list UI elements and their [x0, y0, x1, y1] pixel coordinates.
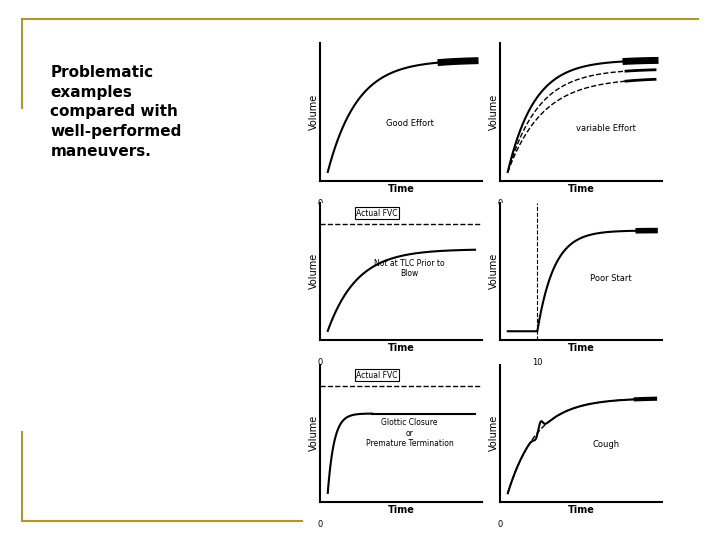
Y-axis label: Volume: Volume — [489, 415, 499, 451]
Text: Good Effort: Good Effort — [386, 119, 433, 127]
Text: Actual FVC: Actual FVC — [356, 208, 398, 218]
Text: Not at TLC Prior to
Blow: Not at TLC Prior to Blow — [374, 259, 445, 278]
Y-axis label: Volume: Volume — [489, 253, 499, 289]
X-axis label: Time: Time — [568, 184, 595, 194]
Y-axis label: Volume: Volume — [309, 415, 319, 451]
Text: Problematic
examples
compared with
well-performed
maneuvers.: Problematic examples compared with well-… — [50, 65, 181, 159]
X-axis label: Time: Time — [568, 343, 595, 353]
Text: 0: 0 — [318, 520, 323, 529]
Text: 0: 0 — [318, 199, 323, 208]
Y-axis label: Volume: Volume — [489, 94, 499, 130]
X-axis label: Time: Time — [388, 505, 415, 515]
Text: 0: 0 — [318, 358, 323, 367]
Text: 0: 0 — [498, 520, 503, 529]
Text: 0: 0 — [498, 199, 503, 208]
Text: variable Effort: variable Effort — [576, 124, 636, 133]
Text: Glottic Closure
or
Premature Termination: Glottic Closure or Premature Termination — [366, 418, 454, 448]
X-axis label: Time: Time — [568, 505, 595, 515]
X-axis label: Time: Time — [388, 343, 415, 353]
Y-axis label: Volume: Volume — [309, 253, 319, 289]
Text: Cough: Cough — [592, 440, 619, 449]
Text: Actual FVC: Actual FVC — [356, 370, 398, 380]
Y-axis label: Volume: Volume — [309, 94, 319, 130]
Text: Poor Start: Poor Start — [590, 274, 631, 283]
Text: 10: 10 — [532, 358, 543, 367]
X-axis label: Time: Time — [388, 184, 415, 194]
